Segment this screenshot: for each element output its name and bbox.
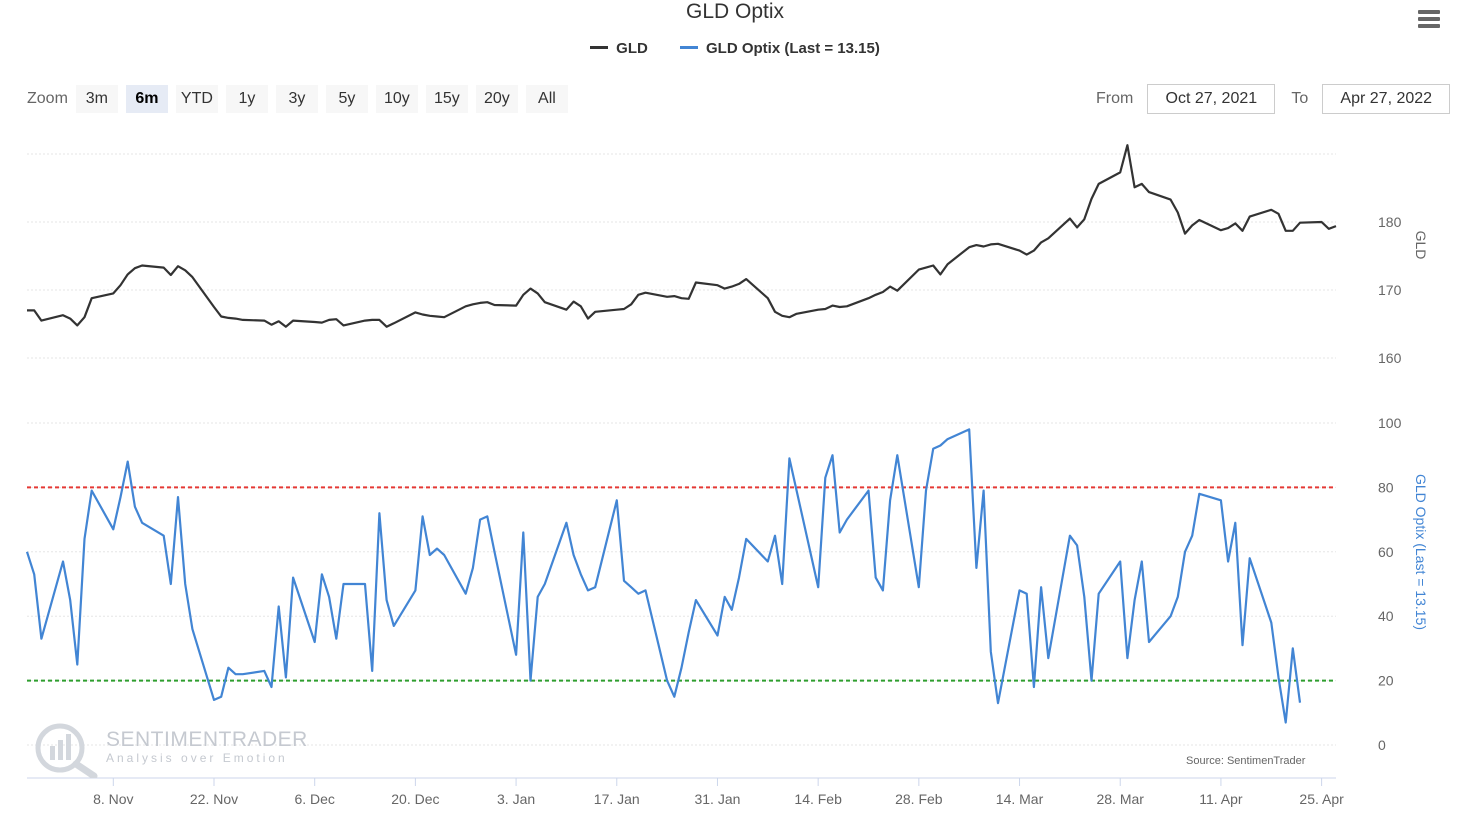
gld-y-tick-label: 160 — [1378, 350, 1402, 366]
x-axis-tick-label: 14. Feb — [794, 791, 842, 807]
optix-axis-title: GLD Optix (Last = 13.15) — [1413, 474, 1429, 630]
zoom-button-10y[interactable]: 10y — [375, 85, 418, 113]
legend: GLD GLD Optix (Last = 13.15) — [0, 40, 1457, 57]
optix-y-tick-label: 20 — [1378, 673, 1394, 689]
gld-y-tick-label: 170 — [1378, 282, 1402, 298]
optix-y-tick-label: 40 — [1378, 608, 1394, 624]
to-label: To — [1291, 90, 1309, 107]
optix-y-tick-label: 60 — [1378, 544, 1394, 560]
date-range-inputs: From Oct 27, 2021 To Apr 27, 2022 — [1096, 84, 1451, 114]
legend-item-gld[interactable]: GLD — [590, 40, 648, 57]
gld-series-line — [27, 144, 1337, 328]
zoom-button-6m[interactable]: 6m — [125, 85, 168, 113]
zoom-button-15y[interactable]: 15y — [425, 85, 468, 113]
x-axis-tick-label: 28. Mar — [1096, 791, 1144, 807]
zoom-button-all[interactable]: All — [525, 85, 568, 113]
gld-axis-title: GLD — [1413, 231, 1429, 260]
x-axis-tick-label: 31. Jan — [694, 791, 740, 807]
legend-label-gld-optix: GLD Optix (Last = 13.15) — [706, 40, 880, 57]
watermark-name: SENTIMENTRADER — [106, 728, 308, 751]
zoom-button-3m[interactable]: 3m — [75, 85, 118, 113]
x-axis-tick-label: 25. Apr — [1299, 791, 1344, 807]
zoom-button-ytd[interactable]: YTD — [175, 85, 218, 113]
x-axis-tick-label: 14. Mar — [996, 791, 1044, 807]
range-selector: Zoom 3m 6m YTD 1y 3y 5y 10y 15y 20y All — [27, 84, 576, 114]
chart-title: GLD Optix — [685, 0, 785, 23]
zoom-button-5y[interactable]: 5y — [325, 85, 368, 113]
optix-y-tick-label: 100 — [1378, 415, 1402, 431]
zoom-button-1y[interactable]: 1y — [225, 85, 268, 113]
from-date-input[interactable]: Oct 27, 2021 — [1147, 84, 1276, 114]
zoom-button-20y[interactable]: 20y — [475, 85, 518, 113]
legend-swatch-gld — [590, 45, 609, 49]
context-menu-icon[interactable] — [1418, 10, 1440, 30]
x-axis-tick-label: 3. Jan — [497, 791, 535, 807]
to-date-input[interactable]: Apr 27, 2022 — [1322, 84, 1451, 114]
x-axis-tick-label: 8. Nov — [93, 791, 133, 807]
sentimentrader-logo-icon — [35, 723, 98, 778]
optix-series-line — [25, 428, 1302, 724]
x-axis-tick-label: 11. Apr — [1199, 791, 1243, 807]
watermark-tagline: Analysis over Emotion — [106, 751, 288, 765]
x-axis-tick-label: 20. Dec — [391, 791, 439, 807]
gld-y-tick-label: 180 — [1378, 214, 1402, 230]
x-axis-tick-label: 6. Dec — [294, 791, 334, 807]
legend-item-gld-optix[interactable]: GLD Optix (Last = 13.15) — [680, 40, 880, 57]
optix-y-tick-label: 80 — [1378, 479, 1394, 495]
source-credit: Source: SentimenTrader — [1186, 755, 1306, 767]
from-label: From — [1096, 90, 1134, 107]
optix-y-tick-label: 0 — [1378, 737, 1386, 753]
x-axis-tick-label: 22. Nov — [190, 791, 238, 807]
x-axis-tick-label: 28. Feb — [895, 791, 943, 807]
zoom-label: Zoom — [27, 90, 68, 107]
zoom-button-3y[interactable]: 3y — [275, 85, 318, 113]
legend-label-gld: GLD — [616, 40, 648, 57]
legend-swatch-gld-optix — [680, 45, 699, 49]
x-axis-tick-label: 17. Jan — [594, 791, 640, 807]
